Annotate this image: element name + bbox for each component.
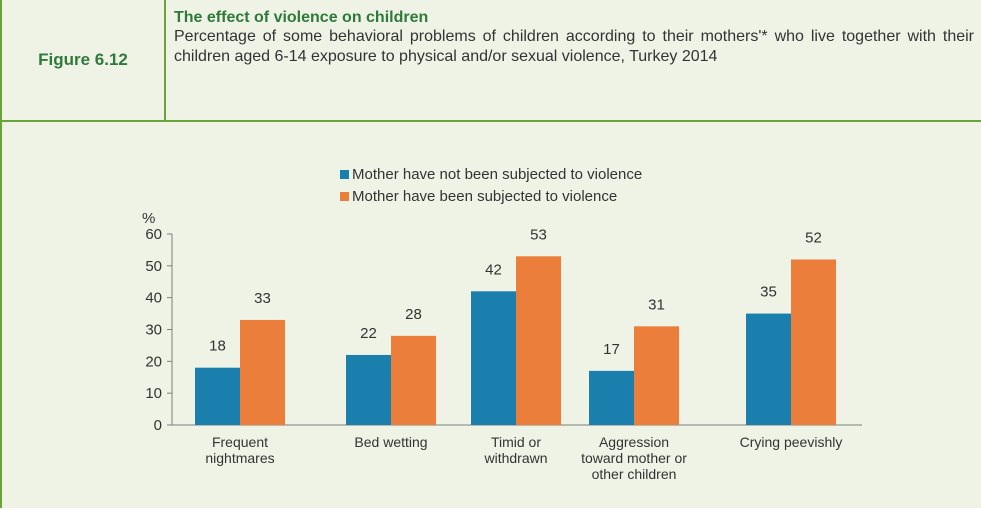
data-label: 18: [209, 338, 226, 355]
bar-not-subjected: [589, 370, 634, 425]
data-label: 42: [485, 261, 502, 278]
category-label: nightmares: [205, 450, 274, 466]
data-label: 28: [405, 306, 422, 323]
data-label: 22: [360, 325, 377, 342]
y-tick-label: 20: [145, 353, 162, 370]
y-tick-label: 60: [145, 226, 162, 243]
bar-subjected: [634, 326, 679, 425]
category-label: Crying peevishly: [740, 434, 843, 450]
data-label: 53: [530, 226, 547, 243]
legend-swatch: [340, 192, 349, 201]
figure-title: The effect of violence on children: [174, 9, 429, 26]
data-label: 35: [760, 284, 777, 301]
figure-label-box: Figure 6.12: [2, 0, 166, 120]
data-label: 31: [648, 296, 665, 313]
figure-subtitle: Percentage of some behavioral problems o…: [174, 28, 974, 65]
bar-subjected: [791, 259, 836, 425]
y-axis-unit-label: %: [142, 210, 155, 227]
y-tick-label: 30: [145, 322, 162, 339]
data-label: 33: [254, 290, 271, 307]
legend-swatch: [340, 170, 349, 179]
category-label: Frequent: [212, 434, 268, 450]
bar-subjected: [516, 256, 561, 425]
bar-not-subjected: [346, 354, 391, 425]
bar-not-subjected: [471, 291, 516, 425]
bar-subjected: [391, 335, 436, 425]
figure-label: Figure 6.12: [38, 50, 128, 69]
category-label: toward mother or: [581, 450, 687, 466]
category-label: other children: [592, 466, 677, 482]
bar-subjected: [240, 319, 285, 425]
data-label: 17: [603, 341, 620, 358]
bar-not-subjected: [195, 367, 240, 425]
legend-label: Mother have been subjected to violence: [352, 188, 617, 205]
y-tick-label: 10: [145, 385, 162, 402]
y-tick-label: 0: [154, 417, 162, 434]
category-label: withdrawn: [483, 450, 547, 466]
category-label: Bed wetting: [354, 434, 427, 450]
legend-label: Mother have not been subjected to violen…: [352, 166, 642, 183]
category-label: Timid or: [491, 434, 541, 450]
figure-header: Figure 6.12 The effect of violence on ch…: [2, 0, 981, 122]
bar-not-subjected: [746, 313, 791, 425]
category-label: Aggression: [599, 434, 669, 450]
figure-title-box: The effect of violence on children Perce…: [174, 8, 974, 67]
y-tick-label: 40: [145, 290, 162, 307]
y-tick-label: 50: [145, 258, 162, 275]
data-label: 52: [805, 229, 822, 246]
